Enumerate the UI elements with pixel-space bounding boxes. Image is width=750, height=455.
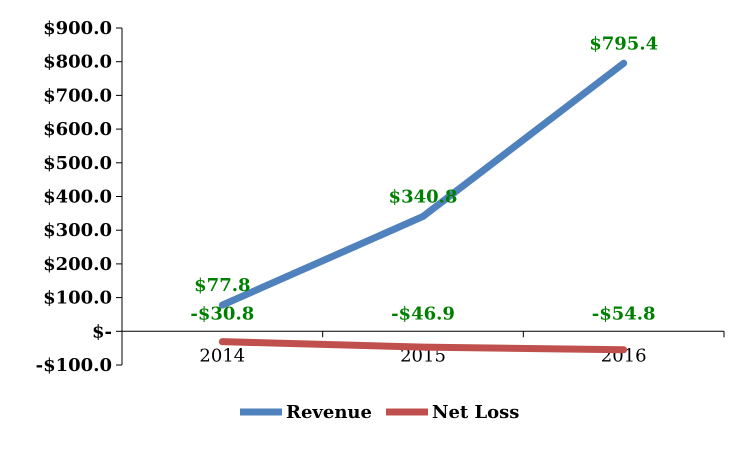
data-label: -$54.8 (592, 303, 656, 324)
data-label: $340.8 (389, 186, 458, 207)
data-label: $77.8 (194, 275, 250, 296)
legend-label: Revenue (286, 402, 372, 423)
y-tick-label: $700.0 (43, 85, 112, 106)
y-tick-label: $800.0 (43, 52, 112, 73)
legend-label: Net Loss (432, 402, 519, 423)
y-tick-label: $500.0 (43, 153, 112, 174)
series-line-revenue (218, 59, 628, 309)
data-label: $795.4 (589, 33, 658, 54)
x-tick-label: 2014 (199, 345, 245, 366)
legend: Revenue Net Loss (240, 402, 519, 423)
y-tick-label: $900.0 (43, 18, 112, 39)
y-tick-label: $200.0 (43, 254, 112, 275)
series-line-net-loss (218, 338, 628, 354)
series-lines (218, 59, 628, 354)
y-tick-label: $400.0 (43, 187, 112, 208)
data-label: -$30.8 (190, 303, 254, 324)
data-labels: $77.8 $340.8 $795.4 -$30.8 -$46.9 -$54.8 (190, 33, 658, 324)
y-tick-label: -$100.0 (36, 355, 112, 376)
data-label: -$46.9 (391, 303, 455, 324)
y-tick-label: $- (92, 321, 112, 342)
y-tick-label: $300.0 (43, 220, 112, 241)
y-tick-label: $100.0 (43, 288, 112, 309)
y-tick-label: $600.0 (43, 119, 112, 140)
